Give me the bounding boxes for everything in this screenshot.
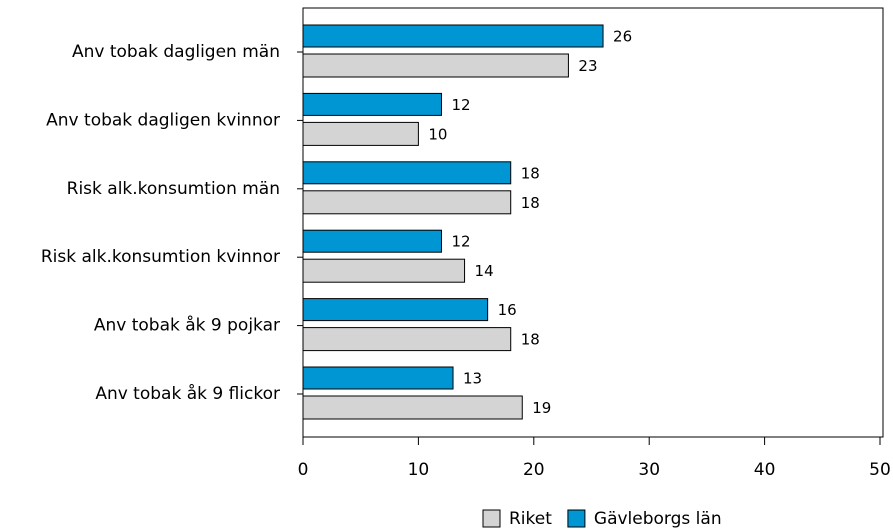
- value-label: 16: [498, 301, 517, 319]
- value-label: 18: [521, 164, 540, 182]
- x-tick-label: 40: [754, 460, 776, 480]
- x-tick-label: 50: [869, 460, 891, 480]
- bar: [302, 24, 604, 48]
- value-label: 12: [451, 96, 470, 114]
- bar: [302, 53, 569, 78]
- category-label: Anv tobak åk 9 flickor: [95, 383, 280, 404]
- x-tick-label: 0: [298, 460, 309, 480]
- category-label: Anv tobak åk 9 pojkar: [94, 315, 280, 336]
- value-label: 26: [613, 28, 632, 46]
- bar: [302, 258, 466, 283]
- bar: [302, 121, 419, 146]
- plot-frame: [302, 7, 884, 438]
- value-label: 13: [463, 370, 482, 388]
- bar: [302, 298, 489, 322]
- category-label: Anv tobak dagligen kvinnor: [46, 110, 280, 130]
- value-label: 23: [578, 57, 597, 75]
- value-label: 19: [532, 399, 551, 417]
- bar: [302, 395, 523, 420]
- value-label: 14: [475, 262, 494, 280]
- legend-label: Gävleborgs län: [594, 509, 722, 528]
- bar: [302, 327, 512, 352]
- bar: [302, 366, 454, 390]
- category-label: Anv tobak dagligen män: [72, 42, 280, 62]
- value-label: 10: [428, 125, 447, 143]
- x-tick-label: 30: [638, 460, 660, 480]
- value-label: 18: [521, 331, 540, 349]
- bar: [302, 161, 512, 185]
- category-label: Risk alk.konsumtion kvinnor: [41, 247, 280, 267]
- bar: [302, 229, 442, 253]
- legend-swatch: [482, 509, 501, 528]
- value-label: 18: [521, 194, 540, 212]
- legend-swatch: [567, 509, 586, 528]
- bar: [302, 190, 512, 215]
- legend-label: Riket: [509, 509, 552, 528]
- value-label: 12: [451, 233, 470, 251]
- x-tick-label: 10: [408, 460, 430, 480]
- category-label: Risk alk.konsumtion män: [67, 179, 280, 199]
- bar: [302, 92, 442, 116]
- x-tick-label: 20: [523, 460, 545, 480]
